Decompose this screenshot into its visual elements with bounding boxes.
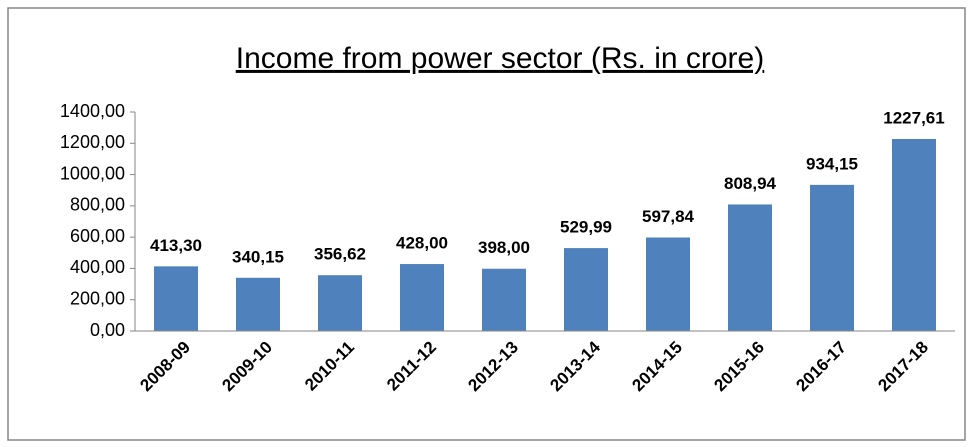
y-tick-label: 800,00 <box>70 195 125 215</box>
value-label: 340,15 <box>232 247 284 266</box>
y-tick-label: 1400,00 <box>60 101 125 121</box>
value-label: 934,15 <box>806 154 858 173</box>
value-label: 597,84 <box>642 207 695 226</box>
value-label: 808,94 <box>724 174 777 193</box>
y-tick-label: 1000,00 <box>60 163 125 183</box>
y-tick-label: 0,00 <box>90 320 125 340</box>
y-tick-label: 400,00 <box>70 257 125 277</box>
value-label: 398,00 <box>478 238 530 257</box>
value-label: 529,99 <box>560 218 612 237</box>
y-tick-label: 600,00 <box>70 226 125 246</box>
chart-title: Income from power sector (Rs. in crore) <box>236 42 764 75</box>
bar <box>236 277 280 331</box>
bar <box>318 275 362 331</box>
value-label: 428,00 <box>396 234 448 253</box>
bar <box>154 266 198 331</box>
value-label: 356,62 <box>314 245 366 264</box>
bar <box>564 248 608 331</box>
y-tick-label: 1200,00 <box>60 132 125 152</box>
chart-border <box>7 7 966 441</box>
bar <box>892 138 936 331</box>
value-label: 413,30 <box>150 236 202 255</box>
bar <box>646 237 690 331</box>
y-tick-label: 200,00 <box>70 288 125 308</box>
bar <box>400 264 444 331</box>
bar <box>728 204 772 331</box>
value-label: 1227,61 <box>883 108 944 127</box>
bar <box>810 184 854 331</box>
bar <box>482 268 526 331</box>
